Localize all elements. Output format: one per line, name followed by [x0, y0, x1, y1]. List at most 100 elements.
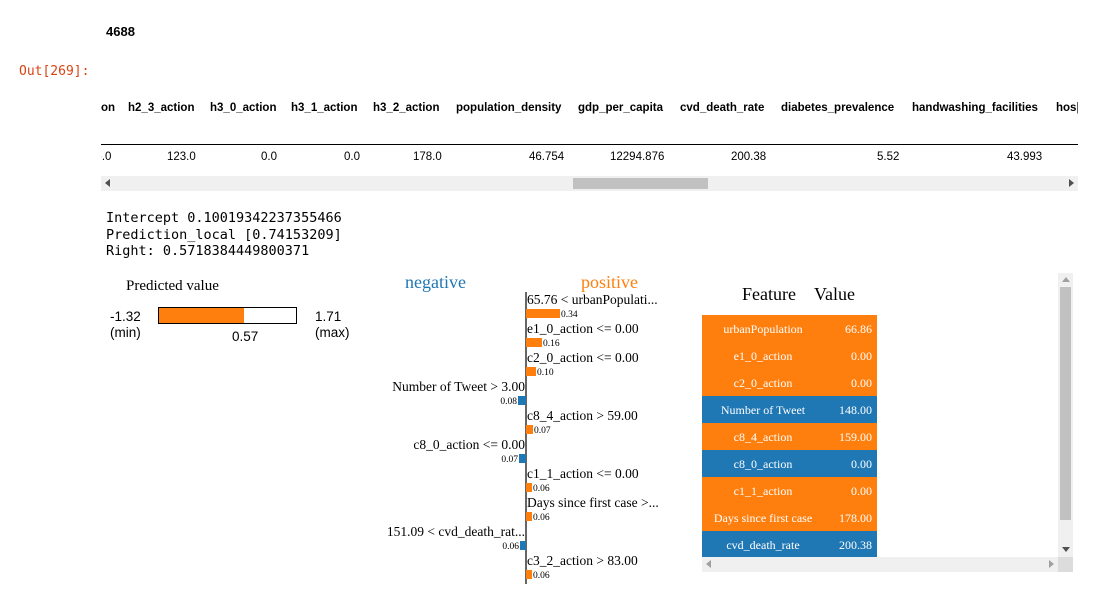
output-vertical-scrollbar[interactable] — [1058, 273, 1073, 557]
feature-weight-label: 0.10 — [537, 368, 554, 378]
cell-value: 0.0 — [344, 151, 360, 163]
table-feature-cell: c8_0_action — [733, 457, 793, 471]
feature-label: c2_0_action <= 0.00 — [527, 350, 639, 365]
feature-weight-bar — [526, 309, 560, 318]
feature-weight-label: 0.34 — [561, 310, 578, 320]
column-header: h3_1_action — [291, 102, 358, 114]
column-header: handwashing_facilities — [912, 102, 1038, 114]
feature-weight-bar — [519, 454, 526, 463]
out-prompt: Out[269]: — [19, 64, 90, 79]
scroll-left-arrow-icon[interactable] — [706, 560, 711, 568]
predicted-value-fill — [159, 308, 244, 323]
table-value-cell: 148.00 — [839, 403, 872, 417]
table-row: c8_0_action 0.00 — [702, 450, 877, 477]
cell-value: 200.38 — [731, 151, 767, 163]
table-feature-cell: c8_4_action — [733, 430, 793, 444]
feature-weight-label: 0.06 — [502, 542, 519, 552]
feature-weight-bar — [526, 483, 532, 492]
feature-table-header: Feature Value — [742, 284, 873, 305]
table-row: urbanPopulation 66.86 — [702, 315, 877, 342]
table-value-cell: 0.00 — [851, 376, 872, 390]
table-value-cell: 159.00 — [839, 430, 872, 444]
predicted-value-label: 0.57 — [232, 329, 259, 344]
scrollbar-corner — [1058, 557, 1073, 572]
table-row: c2_0_action 0.00 — [702, 369, 877, 396]
feature-label: 151.09 < cvd_death_rat... — [387, 524, 525, 539]
feature-weight-bar — [520, 541, 526, 550]
feature-label: 65.76 < urbanPopulati... — [527, 292, 658, 307]
table-value-cell: 178.00 — [839, 511, 872, 525]
table-row: Number of Tweet 148.00 — [702, 396, 877, 423]
feature-weight-label: 0.08 — [500, 397, 517, 407]
negative-legend-label: negative — [405, 272, 466, 292]
feature-label: e1_0_action <= 0.00 — [527, 321, 639, 336]
table-feature-cell: cvd_death_rate — [726, 538, 800, 552]
cell-value: 5.52 — [877, 151, 900, 163]
cell-value: 12294.876 — [610, 151, 665, 163]
scroll-right-arrow-icon[interactable] — [1069, 179, 1074, 187]
table-row: e1_0_action 0.00 — [702, 342, 877, 369]
column-header: h3_2_action — [373, 102, 440, 114]
feature-weight-bar — [526, 338, 542, 347]
predicted-max-value: 1.71 — [315, 309, 342, 324]
feature-weight-bar — [526, 512, 532, 521]
cell-value: ).0 — [101, 151, 112, 163]
cell-value: 178.0 — [413, 151, 442, 163]
feature-weight-label: 0.16 — [543, 339, 560, 349]
table-row: Days since first case 178.00 — [702, 504, 877, 531]
table-feature-cell: c2_0_action — [733, 376, 793, 390]
positive-legend-label: positive — [581, 272, 638, 292]
dataframe-header-divider — [101, 144, 1078, 145]
column-header: gdp_per_capita — [578, 102, 663, 114]
table-value-cell: 0.00 — [851, 484, 872, 498]
table-row: c8_4_action 159.00 — [702, 423, 877, 450]
scroll-left-arrow-icon[interactable] — [105, 179, 110, 187]
cell-value: 46.754 — [529, 151, 565, 163]
value-column-header: Value — [813, 284, 855, 304]
explanation-text-output: Intercept 0.10019342237355466 Prediction_… — [106, 210, 342, 260]
scroll-up-arrow-icon[interactable] — [1062, 277, 1070, 282]
column-header: on — [101, 102, 116, 114]
table-feature-cell: urbanPopulation — [723, 322, 803, 336]
feature-weight-label: 0.07 — [534, 426, 551, 436]
column-header: h3_0_action — [210, 102, 277, 114]
feature-weight-bar — [526, 570, 532, 579]
scrollbar-thumb[interactable] — [1060, 287, 1071, 520]
predicted-max-label: (max) — [315, 325, 350, 340]
table-feature-cell: e1_0_action — [733, 349, 793, 363]
table-feature-cell: c1_1_action — [733, 484, 793, 498]
predicted-value-title: Predicted value — [126, 278, 219, 294]
feature-weight-bar — [518, 396, 526, 405]
column-header: diabetes_prevalence — [781, 102, 895, 114]
table-value-cell: 200.38 — [839, 538, 872, 552]
feature-weight-label: 0.06 — [533, 513, 550, 523]
feature-label: c1_1_action <= 0.00 — [527, 466, 639, 481]
feature-value-table: urbanPopulation 66.86 e1_0_action 0.00 c2_0_… — [702, 315, 877, 558]
table-feature-cell: Number of Tweet — [720, 403, 806, 417]
predicted-min: -1.32 (min) — [110, 309, 141, 341]
table-value-cell: 0.00 — [851, 349, 872, 363]
feature-weight-label: 0.06 — [533, 571, 550, 581]
table-value-cell: 0.00 — [851, 457, 872, 471]
predicted-value-bar — [158, 307, 297, 324]
predicted-min-value: -1.32 — [110, 309, 141, 324]
dataframe-horizontal-scrollbar[interactable] — [101, 176, 1078, 191]
column-header: population_density — [456, 102, 562, 114]
scrollbar-thumb[interactable] — [573, 178, 708, 189]
feature-column-header: Feature — [742, 284, 796, 304]
feature-label: c8_0_action <= 0.00 — [413, 437, 525, 452]
table-row: cvd_death_rate 200.38 — [702, 531, 877, 558]
prediction-local-line: Prediction_local [0.74153209] — [106, 226, 342, 243]
cell-value: 0.0 — [261, 151, 277, 163]
feature-label: c8_4_action > 59.00 — [527, 408, 638, 423]
scroll-right-arrow-icon[interactable] — [1049, 560, 1054, 568]
printed-count: 4688 — [106, 24, 135, 39]
predicted-max: 1.71 (max) — [315, 309, 350, 341]
intercept-line: Intercept 0.10019342237355466 — [106, 210, 342, 226]
output-horizontal-scrollbar[interactable] — [702, 557, 1058, 572]
scroll-down-arrow-icon[interactable] — [1062, 547, 1070, 552]
feature-weight-bar — [526, 367, 536, 376]
cell-value: 123.0 — [167, 151, 196, 163]
column-header: hos| — [1056, 102, 1078, 114]
feature-weight-bar — [526, 425, 533, 434]
